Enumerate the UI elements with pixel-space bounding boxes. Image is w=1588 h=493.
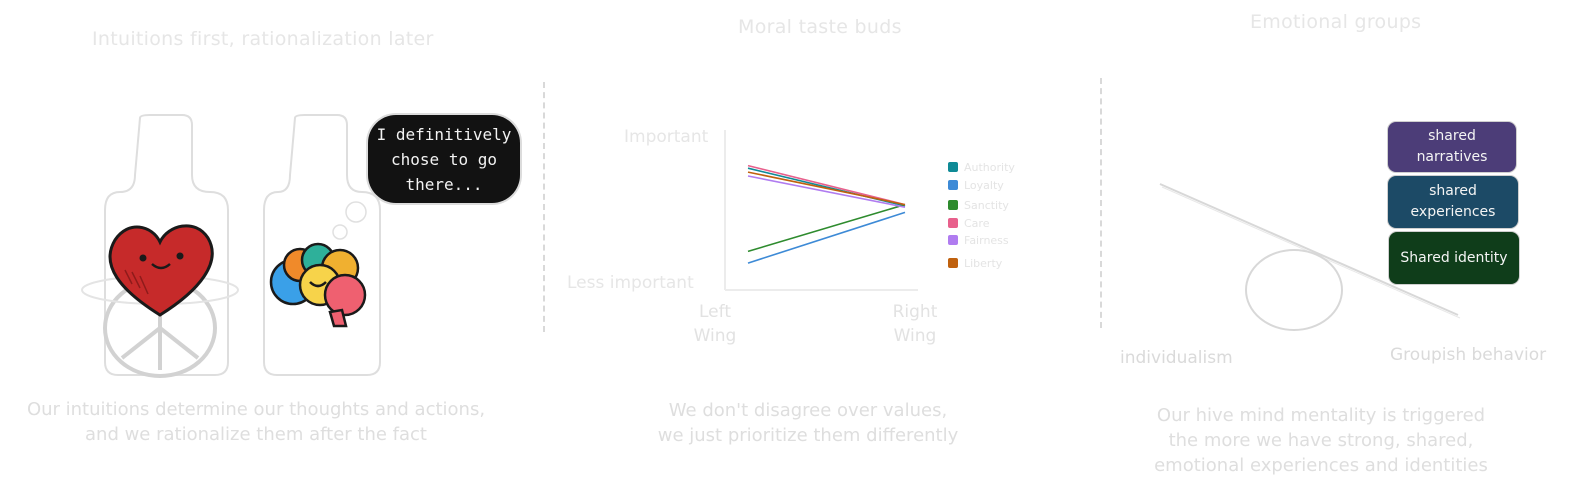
panel1-title: Intuitions first, rationalization later bbox=[92, 28, 434, 50]
heart-icon bbox=[108, 224, 214, 317]
series-line-liberty bbox=[747, 171, 906, 206]
legend-item-authority: Authority bbox=[948, 160, 1015, 174]
legend-item-care: Care bbox=[948, 216, 989, 230]
panel2-caption-line2: we just prioritize them differently bbox=[657, 425, 959, 446]
panel2-title: Moral taste buds bbox=[738, 16, 902, 38]
speech-bubble-text: I definitively chose to go there... bbox=[376, 124, 512, 194]
shared-narratives-text: shared narratives bbox=[1416, 128, 1488, 165]
panel1-caption-line1: Our intuitions determine our thoughts an… bbox=[26, 399, 486, 420]
series-line-fairness bbox=[747, 175, 906, 208]
x-left-line1: Left bbox=[699, 302, 731, 322]
legend-swatch bbox=[948, 218, 958, 228]
seesaw-illustration bbox=[1159, 183, 1461, 331]
shared-identity-box: Shared identity bbox=[1389, 232, 1519, 284]
left-bottle-outline bbox=[104, 114, 229, 376]
legend-label: Sanctity bbox=[964, 198, 1009, 212]
legend-item-liberty: Liberty bbox=[948, 256, 1002, 270]
legend-swatch bbox=[948, 200, 958, 210]
thought-bubble-small bbox=[332, 224, 348, 240]
shared-narratives-box: shared narratives bbox=[1388, 122, 1516, 172]
speech-bubble: I definitively chose to go there... bbox=[368, 115, 520, 203]
legend-item-fairness: Fairness bbox=[948, 233, 1009, 247]
legend-swatch bbox=[948, 180, 958, 190]
panel1-caption-line2: and we rationalize them after the fact bbox=[85, 424, 427, 445]
panel3-title: Emotional groups bbox=[1250, 11, 1422, 33]
series-line-sanctity bbox=[747, 203, 906, 253]
legend-swatch bbox=[948, 258, 958, 268]
legend-label: Authority bbox=[964, 160, 1015, 174]
legend-label: Loyalty bbox=[964, 178, 1004, 192]
shared-identity-text: Shared identity bbox=[1400, 249, 1508, 266]
shared-experiences-box: shared experiences bbox=[1388, 176, 1518, 228]
legend-item-loyalty: Loyalty bbox=[948, 178, 1004, 192]
bottles-illustration bbox=[81, 114, 381, 378]
divider-right bbox=[1100, 78, 1102, 328]
panel3-caption-line1: Our hive mind mentality is triggered bbox=[1156, 405, 1486, 426]
legend-label: Liberty bbox=[964, 256, 1003, 270]
shared-experiences-text: shared experiences bbox=[1410, 183, 1496, 220]
groupish-behavior-label: Groupish behavior bbox=[1390, 345, 1547, 365]
y-axis-bottom-label: Less important bbox=[567, 273, 694, 293]
seesaw-plank bbox=[1159, 183, 1459, 316]
seesaw-fulcrum bbox=[1245, 249, 1343, 331]
x-right-line2: Wing bbox=[893, 326, 937, 346]
thought-bubble-large bbox=[345, 201, 367, 223]
legend-item-sanctity: Sanctity bbox=[948, 198, 1009, 212]
divider-left bbox=[543, 82, 545, 332]
panel1-caption: Our intuitions determine our thoughts an… bbox=[0, 397, 512, 447]
panel3-caption-line2: the more we have strong, shared, bbox=[1168, 430, 1474, 451]
panel2-caption-line1: We don't disagree over values, bbox=[668, 400, 948, 421]
x-axis-right-label: Right Wing bbox=[888, 300, 942, 348]
moral-values-chart bbox=[724, 130, 918, 291]
series-line-loyalty bbox=[747, 211, 906, 264]
panel3-caption-line3: emotional experiences and identities bbox=[1154, 455, 1488, 476]
x-left-line2: Wing bbox=[693, 326, 737, 346]
brain-icon bbox=[269, 242, 367, 328]
individualism-label: individualism bbox=[1120, 348, 1233, 368]
legend-label: Care bbox=[964, 216, 990, 230]
y-axis-top-label: Important bbox=[624, 127, 709, 147]
x-axis-left-label: Left Wing bbox=[690, 300, 740, 348]
legend-label: Fairness bbox=[964, 233, 1009, 247]
series-line-care bbox=[747, 164, 906, 206]
panel2-caption: We don't disagree over values, we just p… bbox=[610, 398, 1006, 448]
panel3-caption: Our hive mind mentality is triggered the… bbox=[1120, 403, 1522, 478]
legend-swatch bbox=[948, 162, 958, 172]
legend-swatch bbox=[948, 235, 958, 245]
right-bottle-outline bbox=[263, 114, 381, 376]
x-right-line1: Right bbox=[892, 302, 938, 322]
